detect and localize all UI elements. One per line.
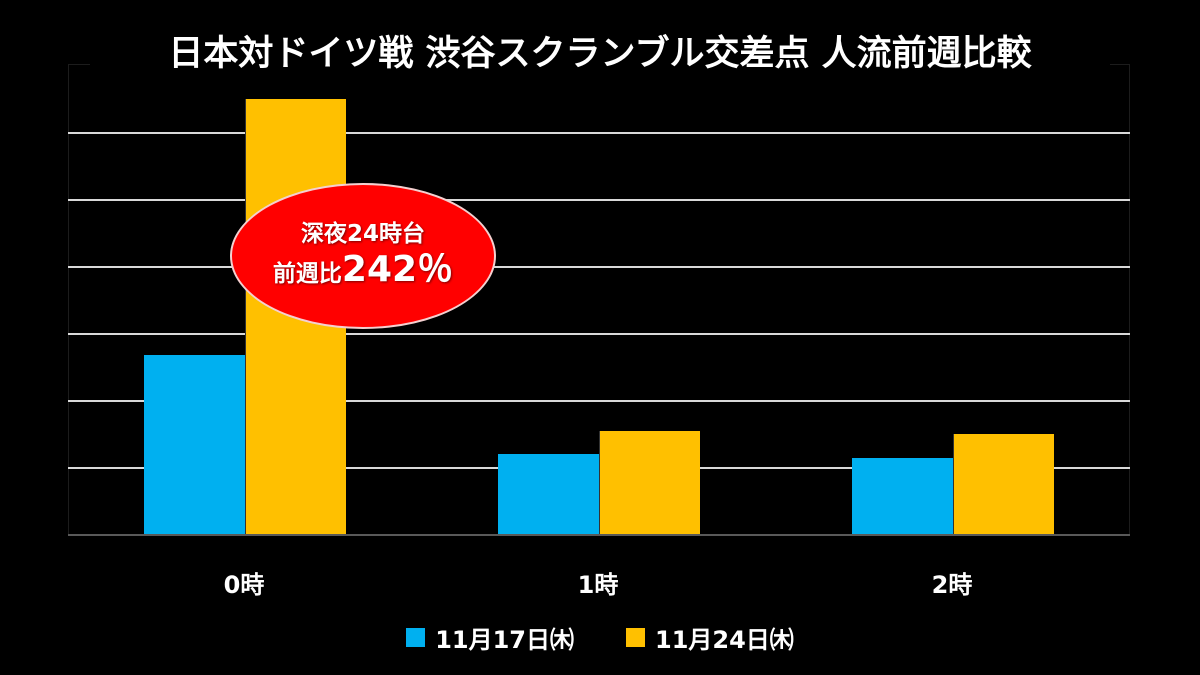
legend-swatch-series-1 (406, 628, 426, 647)
callout-line2: 前週比242％ (273, 250, 453, 294)
gridline (68, 266, 1130, 268)
x-axis-baseline (68, 534, 1130, 536)
category-label-0: 0時 (223, 571, 265, 599)
category-label-1: 1時 (577, 571, 619, 599)
bar-0時-series-1 (144, 355, 245, 535)
category-label-2: 2時 (931, 571, 973, 599)
gridline (68, 400, 1130, 402)
legend-label-series-1: 11月17日㈭ (435, 626, 574, 654)
bar-2時-series-1 (852, 458, 953, 535)
legend-swatch-series-2 (626, 628, 645, 647)
gridline (68, 333, 1130, 335)
callout-line1: 深夜24時台 (300, 221, 425, 247)
gridline (68, 199, 1130, 201)
legend-item-series-1: 11月17日㈭ (406, 620, 574, 655)
legend: 11月17日㈭ 11月24日㈭ (0, 620, 1200, 655)
chart-title: 日本対ドイツ戦 渋谷スクランブル交差点 人流前週比較 (90, 28, 1110, 80)
callout-prefix: 前週比 (272, 261, 342, 287)
legend-label-series-2: 11月24日㈭ (655, 626, 794, 654)
legend-item-series-2: 11月24日㈭ (626, 620, 794, 655)
bar-1時-series-2 (599, 431, 700, 535)
bar-2時-series-2 (953, 434, 1054, 535)
callout-ellipse: 深夜24時台 前週比242％ (230, 183, 496, 329)
bar-1時-series-1 (498, 454, 599, 535)
callout-value: 242％ (341, 249, 454, 290)
gridline (68, 132, 1130, 134)
